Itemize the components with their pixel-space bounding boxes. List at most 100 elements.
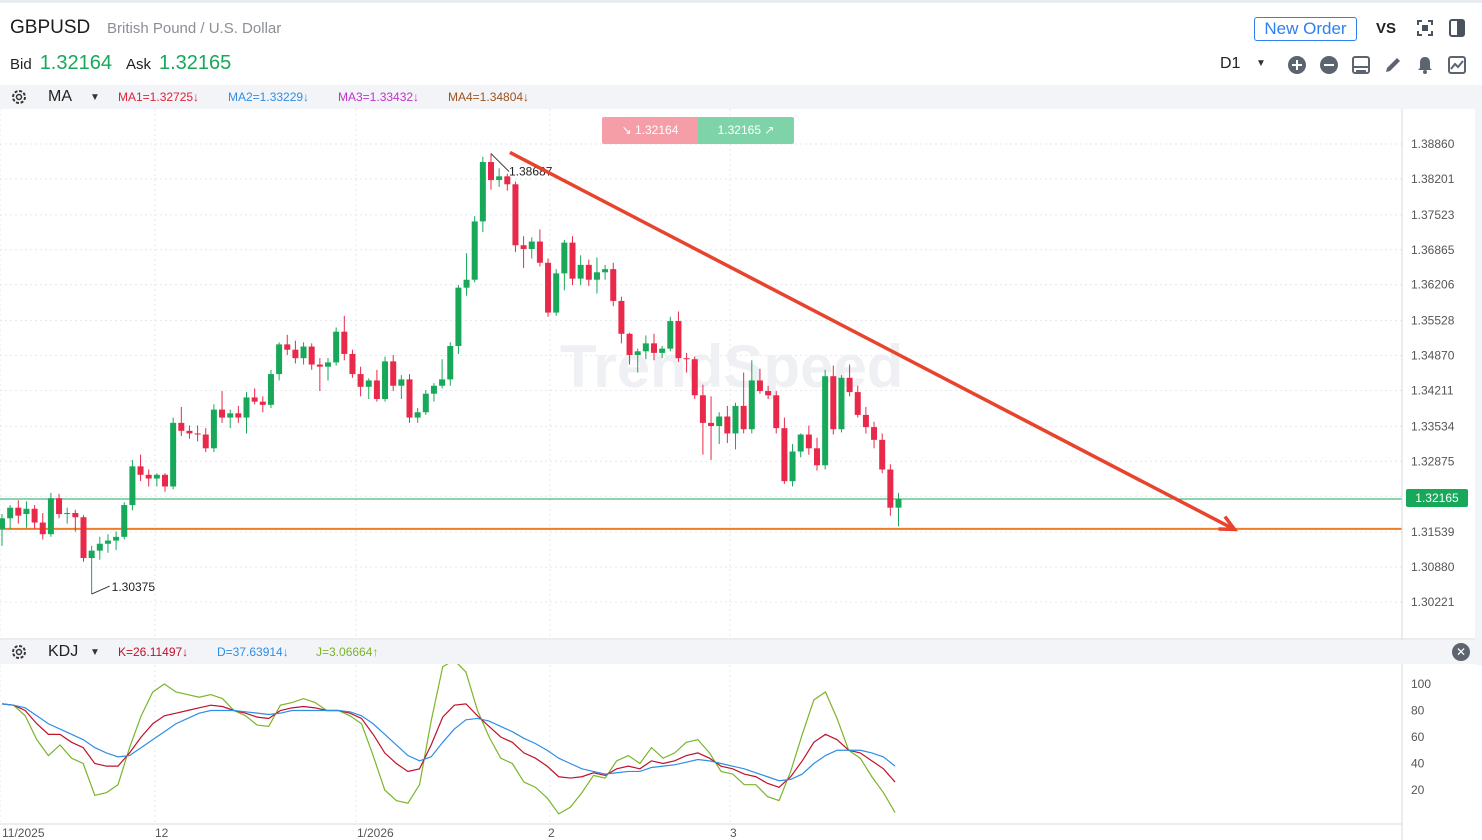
draw-pencil-icon[interactable]	[1382, 54, 1404, 76]
y-tick-label: 1.37523	[1411, 208, 1455, 222]
kdj-name[interactable]: KDJ	[48, 643, 79, 660]
candle-body	[691, 359, 698, 396]
candle-body	[7, 507, 14, 519]
ma-indicator-bar: MA ▼ MA1=1.32725↓ MA2=1.33229↓ MA3=1.334…	[0, 85, 1475, 109]
candle-body	[333, 331, 340, 363]
x-tick-label: 11/2025	[2, 826, 45, 840]
candle-body	[251, 397, 258, 402]
kdj-settings-gear-icon[interactable]	[10, 643, 28, 661]
candle-body	[667, 321, 674, 349]
candle-body	[822, 376, 829, 466]
candle-body	[602, 269, 609, 273]
candle-body	[219, 409, 226, 418]
candle-body	[72, 512, 79, 518]
candle-body	[561, 242, 568, 274]
y-tick-label: 1.36865	[1411, 243, 1455, 257]
x-tick-label: 12	[155, 826, 169, 840]
candle-body	[479, 162, 486, 222]
ma-name[interactable]: MA	[48, 88, 72, 105]
candle-body	[308, 346, 315, 365]
panel-toggle-icon[interactable]	[1446, 17, 1468, 39]
y-tick-label: 1.31539	[1411, 525, 1455, 539]
candle-body	[162, 474, 168, 487]
alert-bell-icon[interactable]	[1414, 54, 1436, 76]
candle-body	[659, 348, 666, 353]
candle-body	[88, 550, 95, 559]
candle-body	[724, 416, 731, 434]
candle-body	[455, 287, 462, 346]
candle-body	[382, 361, 389, 400]
candle-body	[577, 264, 584, 279]
zoom-out-icon[interactable]	[1318, 54, 1340, 76]
candle-body	[854, 392, 861, 415]
bid-pill[interactable]: ↘ 1.32164	[602, 117, 698, 144]
candle-body	[31, 508, 38, 523]
candle-body	[56, 498, 63, 515]
y-tick-label: 1.35528	[1411, 314, 1455, 328]
candle-body	[610, 269, 617, 301]
kdj-d-line	[1, 703, 896, 782]
vs-button[interactable]: VS	[1376, 20, 1397, 37]
bid-value: 1.32164	[39, 52, 112, 74]
kdj-tick-label: 40	[1411, 757, 1425, 771]
candle-body	[569, 242, 576, 279]
candle-body	[488, 162, 494, 181]
kdj-j-line	[1, 659, 896, 815]
candle-body	[0, 518, 5, 529]
candle-body	[121, 505, 128, 537]
y-tick-label: 1.38860	[1411, 137, 1455, 151]
symbol-description: British Pound / U.S. Dollar	[107, 20, 282, 37]
candle-body	[871, 427, 878, 440]
x-tick-label: 2	[548, 826, 555, 840]
candle-body	[439, 379, 446, 386]
candle-body	[496, 176, 503, 181]
y-tick-label: 1.34211	[1411, 383, 1454, 397]
candle-body	[129, 466, 136, 506]
kdj-caret-icon[interactable]: ▼	[90, 646, 100, 658]
y-tick-label: 1.34870	[1411, 349, 1455, 363]
ask-pill[interactable]: 1.32165 ↗	[698, 117, 794, 144]
candle-body	[414, 412, 421, 418]
candle-body	[15, 507, 22, 516]
indicator-chart-icon[interactable]	[1446, 54, 1468, 76]
right-scroll-track[interactable]	[1475, 85, 1482, 665]
layout-icon[interactable]	[1350, 54, 1372, 76]
kdj-tick-label: 20	[1411, 783, 1425, 797]
timeframe-caret-icon[interactable]: ▼	[1256, 58, 1266, 69]
candle-body	[292, 349, 299, 359]
candle-body	[797, 434, 804, 452]
y-tick-label: 1.38201	[1411, 172, 1455, 186]
ma-settings-gear-icon[interactable]	[10, 88, 28, 106]
ma2-value: MA2=1.33229↓	[228, 90, 310, 104]
fullscreen-icon[interactable]	[1414, 17, 1436, 39]
y-tick-label: 1.36206	[1411, 278, 1455, 292]
candle-body	[708, 422, 715, 427]
symbol-title: GBPUSD	[10, 17, 91, 38]
candle-body	[879, 439, 886, 470]
candle-body	[422, 393, 429, 413]
candle-body	[357, 374, 364, 387]
ask-label: Ask	[125, 56, 151, 73]
zoom-in-icon[interactable]	[1286, 54, 1308, 76]
new-order-button[interactable]: New Order	[1254, 17, 1357, 41]
candle-body	[838, 377, 845, 430]
candle-body	[512, 184, 519, 246]
candle-body	[781, 428, 788, 482]
candle-body	[585, 264, 592, 280]
y-tick-label: 1.32875	[1411, 454, 1455, 468]
candle-body	[748, 380, 755, 430]
candle-body	[243, 397, 250, 418]
candle-body	[259, 401, 266, 405]
candle-body	[373, 380, 380, 400]
candle-body	[732, 405, 739, 434]
ma-caret-icon[interactable]: ▼	[90, 91, 100, 103]
candle-body	[398, 379, 405, 386]
candle-body	[202, 434, 209, 449]
close-kdj-icon[interactable]: ✕	[1452, 643, 1470, 661]
ma4-value: MA4=1.34804↓	[448, 90, 530, 104]
timeframe-select[interactable]: D1	[1220, 55, 1241, 72]
candle-body	[300, 346, 307, 359]
y-tick-label: 1.30221	[1411, 595, 1455, 609]
candle-body	[390, 361, 397, 386]
